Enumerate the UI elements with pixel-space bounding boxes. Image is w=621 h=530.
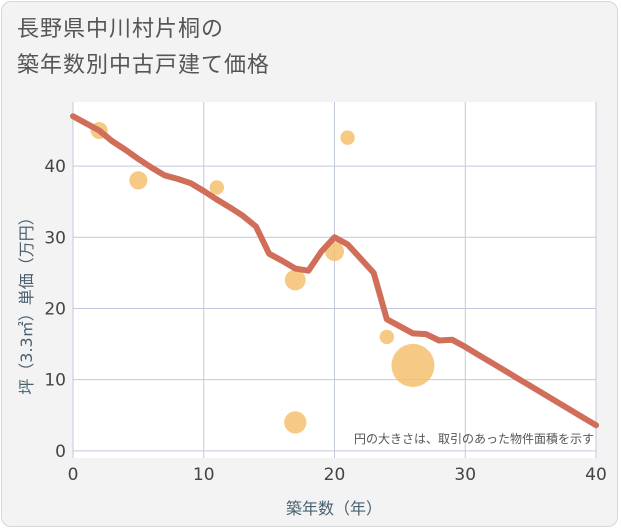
- chart-title: 長野県中川村片桐の 築年数別中古戸建て価格: [17, 17, 271, 78]
- x-tick-4: 40: [585, 465, 607, 485]
- bubble-2: [209, 180, 225, 195]
- bubble-8: [391, 343, 435, 387]
- bubble-1: [129, 171, 148, 190]
- y-tick-1: 10: [44, 371, 66, 391]
- y-tick-3: 30: [44, 228, 66, 248]
- y-tick-labels: 0 10 20 30 40: [44, 157, 66, 462]
- y-tick-2: 20: [44, 299, 66, 319]
- bubble-size-note: 円の大きさは、取引のあった物件面積を示す: [354, 431, 594, 446]
- y-tick-4: 40: [44, 157, 66, 177]
- y-axis-label: 坪（3.3㎡）単価（万円）: [17, 209, 36, 394]
- bubble-6: [340, 130, 355, 145]
- bubble-7: [379, 329, 394, 345]
- x-tick-labels: 0 10 20 30 40: [68, 465, 607, 485]
- bubble-3: [284, 269, 306, 291]
- x-tick-0: 0: [68, 465, 79, 485]
- x-tick-1: 10: [193, 465, 215, 485]
- bubble-4: [284, 411, 307, 434]
- x-tick-2: 20: [324, 465, 346, 485]
- bubble-series: [90, 121, 435, 434]
- y-tick-0: 0: [55, 442, 66, 462]
- x-axis-label: 築年数（年）: [286, 499, 382, 518]
- x-tick-3: 30: [454, 465, 476, 485]
- trend-line: [70, 113, 599, 429]
